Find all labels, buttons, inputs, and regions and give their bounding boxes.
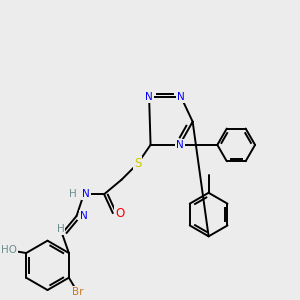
Text: H: H <box>57 224 64 234</box>
Text: N: N <box>176 140 184 150</box>
Text: N: N <box>80 211 88 221</box>
Text: S: S <box>134 157 141 170</box>
Text: HO: HO <box>1 245 17 255</box>
Text: Br: Br <box>72 287 83 297</box>
Text: N: N <box>82 189 90 199</box>
Text: N: N <box>177 92 185 102</box>
Text: O: O <box>116 207 125 220</box>
Text: N: N <box>145 92 153 102</box>
Text: H: H <box>69 189 76 199</box>
